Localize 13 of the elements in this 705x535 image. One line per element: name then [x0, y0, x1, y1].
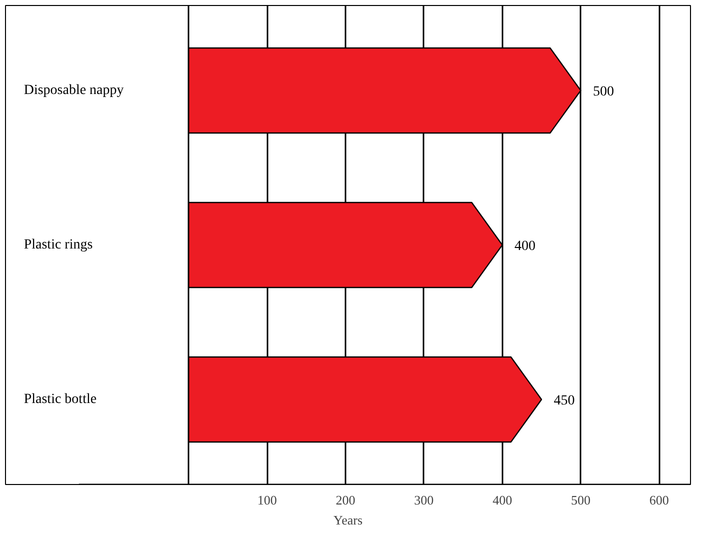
- y-tick-label: Plastic rings: [24, 238, 93, 252]
- x-tick-label: 400: [492, 492, 512, 508]
- x-tick-label: 100: [257, 492, 277, 508]
- x-axis-title: Years: [333, 512, 363, 528]
- data-label: 500: [592, 84, 614, 100]
- y-tick-label: Disposable nappy: [24, 82, 124, 98]
- data-label: 400: [514, 239, 536, 254]
- x-tick-label: 200: [336, 492, 356, 508]
- x-tick-label: 300: [414, 492, 434, 508]
- x-tick-label: 500: [570, 492, 590, 508]
- y-tick-label: Plastic bottle: [24, 392, 97, 408]
- data-label: 450: [554, 394, 575, 409]
- x-tick-label: 600: [649, 492, 669, 508]
